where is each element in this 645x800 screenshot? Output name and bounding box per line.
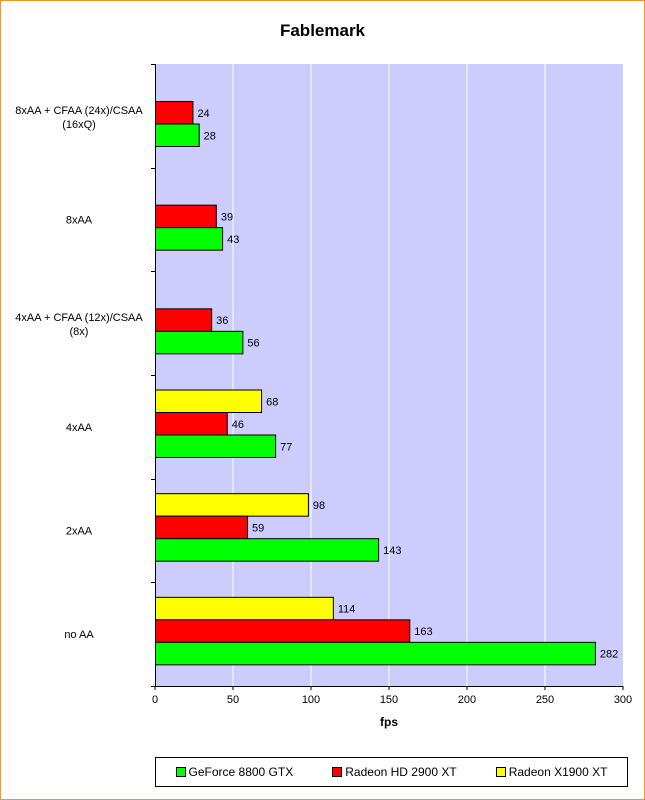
data-label: 39 bbox=[221, 211, 233, 223]
bar bbox=[155, 538, 380, 562]
data-label: 43 bbox=[227, 234, 239, 246]
bar bbox=[155, 619, 411, 643]
category-label: 4xAA bbox=[66, 422, 93, 434]
bar bbox=[155, 227, 224, 251]
category-label: 4xAA + CFAA (12x)/CSAA (8x) bbox=[15, 312, 143, 338]
legend-label: GeForce 8800 GTX bbox=[188, 765, 294, 779]
bar bbox=[155, 412, 228, 436]
x-tick-label: 200 bbox=[458, 694, 476, 706]
bar bbox=[155, 204, 217, 229]
legend-swatch bbox=[175, 767, 186, 777]
data-label: 24 bbox=[197, 108, 209, 120]
bar bbox=[155, 515, 249, 540]
bar bbox=[155, 641, 596, 666]
data-label: 56 bbox=[247, 338, 259, 350]
x-tick-label: 150 bbox=[380, 694, 398, 706]
data-label: 46 bbox=[232, 419, 244, 431]
data-label: 163 bbox=[414, 626, 432, 638]
data-label: 114 bbox=[338, 604, 356, 616]
legend-item: GeForce 8800 GTX bbox=[175, 765, 294, 779]
x-tick-label: 0 bbox=[152, 694, 158, 706]
legend-swatch bbox=[495, 767, 506, 777]
data-label: 282 bbox=[600, 649, 618, 661]
category-label: no AA bbox=[64, 629, 94, 641]
chart-title: Fablemark bbox=[279, 21, 366, 40]
data-label: 98 bbox=[313, 500, 325, 512]
bar bbox=[155, 330, 244, 355]
x-tick-label: 100 bbox=[302, 694, 320, 706]
x-tick-label: 50 bbox=[227, 694, 239, 706]
category-label: 8xAA bbox=[66, 215, 93, 227]
bar bbox=[155, 308, 213, 332]
category-label: 8xAA + CFAA (24x)/CSAA (16xQ) bbox=[15, 105, 143, 131]
bar bbox=[155, 389, 263, 413]
legend-label: Radeon X1900 XT bbox=[508, 765, 608, 779]
data-label: 143 bbox=[383, 545, 401, 557]
chart-plot: 0 50 100 150 200 250 300 fps 8xAA + CFAA (24x)/C… bbox=[15, 64, 632, 729]
legend-item: Radeon HD 2900 XT bbox=[332, 765, 457, 779]
x-tick-label: 250 bbox=[536, 694, 554, 706]
legend-label: Radeon HD 2900 XT bbox=[345, 765, 457, 779]
bar bbox=[155, 493, 309, 517]
bar bbox=[155, 123, 200, 147]
bar bbox=[155, 596, 334, 621]
legend-item: Radeon X1900 XT bbox=[495, 765, 608, 779]
category-label: 2xAA bbox=[66, 526, 93, 538]
legend: GeForce 8800 GTX Radeon HD 2900 XT Radeon … bbox=[155, 757, 628, 787]
x-tick-label: 300 bbox=[614, 694, 632, 706]
data-label: 36 bbox=[216, 315, 228, 327]
data-label: 77 bbox=[280, 441, 292, 453]
bar bbox=[155, 101, 194, 125]
legend-swatch bbox=[332, 767, 343, 777]
data-label: 68 bbox=[266, 396, 278, 408]
data-label: 28 bbox=[204, 130, 216, 142]
data-label: 59 bbox=[252, 522, 264, 534]
x-axis-label: fps bbox=[380, 715, 398, 729]
bar bbox=[155, 434, 277, 458]
